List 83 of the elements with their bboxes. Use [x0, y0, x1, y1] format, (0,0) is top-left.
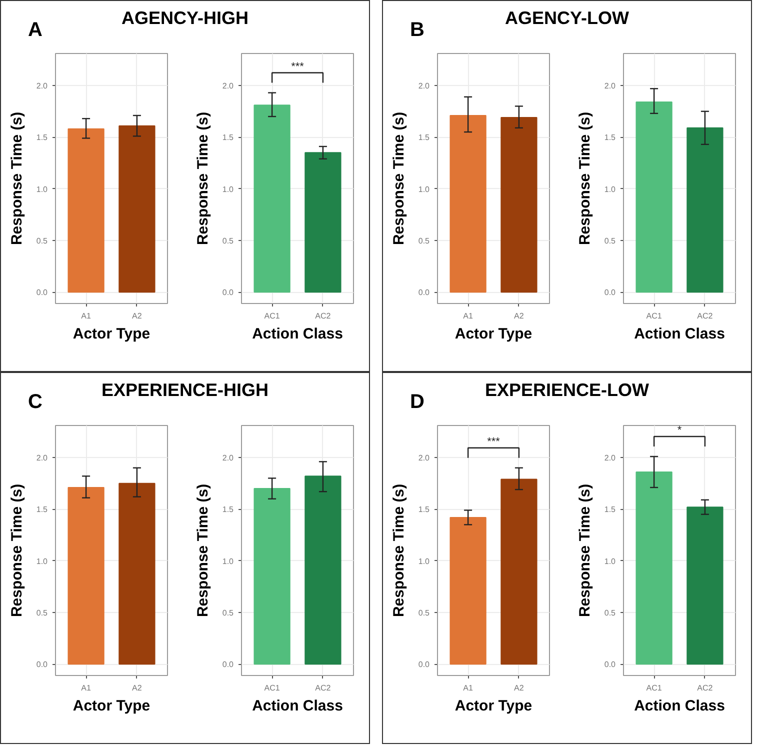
annotation: *** [487, 436, 501, 448]
y-axis-title: Response Time (s) [576, 484, 594, 618]
y-tick-label: 1.5 [604, 505, 616, 514]
y-axis-title: Response Time (s) [390, 484, 408, 618]
chart-title: AGENCY-HIGH [121, 8, 248, 28]
y-tick-label: 1.5 [36, 505, 48, 514]
x-axis-title: Actor Type [454, 698, 532, 714]
annotation: *** [291, 60, 305, 73]
x-axis-title: Actor Type [454, 326, 532, 342]
text: A [28, 18, 42, 43]
y-axis-title: Response Time (s) [576, 112, 594, 246]
y-tick-label: 0.0 [604, 660, 616, 670]
y-axis-title: Response Time (s) [194, 484, 212, 618]
x-tick-label: A2 [132, 684, 142, 692]
y-tick-label: 0.0 [418, 660, 430, 670]
y-axis-title: Response Time (s) [390, 112, 408, 246]
x-tick-label: AC1 [646, 684, 662, 692]
y-tick-label: 0.0 [36, 660, 48, 670]
x-tick-label: A1 [463, 684, 474, 692]
x-tick-label: A2 [132, 312, 142, 320]
y-tick-label: 1.5 [222, 133, 234, 142]
y-tick-label: 1.5 [604, 133, 616, 142]
y-tick-label: 0.5 [36, 608, 48, 618]
text: B [410, 18, 424, 43]
x-tick-label: A1 [81, 312, 92, 320]
x-tick-label: AC2 [697, 312, 714, 320]
x-tick-label: A2 [514, 684, 524, 692]
y-tick-label: 0.5 [604, 236, 616, 246]
x-axis-title: Action Class [252, 326, 343, 342]
y-tick-label: 0.0 [604, 288, 616, 298]
y-tick-label: 0.0 [36, 288, 48, 298]
y-tick-label: 1.0 [36, 556, 48, 566]
y-tick-label: 1.5 [418, 505, 430, 514]
y-axis-title: Response Time (s) [8, 112, 26, 246]
y-tick-label: 0.5 [418, 236, 430, 246]
y-axis-title: Response Time (s) [194, 112, 212, 246]
x-tick-label: AC1 [264, 312, 280, 320]
x-tick-label: A1 [463, 312, 474, 320]
y-tick-label: 0.5 [604, 608, 616, 618]
x-axis-title: Action Class [634, 326, 725, 342]
annotation: * [677, 424, 682, 436]
y-tick-label: 2.0 [222, 454, 234, 463]
y-tick-label: 2.0 [36, 82, 48, 91]
x-axis-title: Actor Type [72, 698, 150, 714]
text: C [28, 390, 42, 415]
y-tick-label: 0.5 [222, 608, 234, 618]
y-tick-label: 0.5 [222, 236, 234, 246]
y-tick-label: 2.0 [222, 82, 234, 91]
x-tick-label: AC1 [264, 684, 280, 692]
y-tick-label: 0.0 [222, 660, 234, 670]
y-tick-label: 1.0 [418, 184, 430, 194]
y-tick-label: 1.0 [222, 556, 234, 566]
y-tick-label: 1.0 [222, 184, 234, 194]
y-tick-label: 0.5 [418, 608, 430, 618]
text: D [410, 390, 424, 415]
y-tick-label: 0.0 [222, 288, 234, 298]
y-tick-label: 2.0 [418, 82, 430, 91]
y-tick-label: 1.5 [418, 133, 430, 142]
x-tick-label: AC2 [697, 684, 714, 692]
y-axis-title: Response Time (s) [8, 484, 26, 618]
x-tick-label: AC1 [646, 312, 662, 320]
x-axis-title: Action Class [634, 698, 725, 714]
x-tick-label: AC2 [315, 312, 332, 320]
chart-title: EXPERIENCE-LOW [484, 380, 649, 400]
x-axis-title: Action Class [252, 698, 343, 714]
chart-title: EXPERIENCE-HIGH [101, 380, 269, 400]
y-tick-label: 2.0 [604, 454, 616, 463]
x-axis-title: Actor Type [72, 326, 150, 342]
y-tick-label: 1.0 [604, 556, 616, 566]
x-tick-label: A2 [514, 312, 524, 320]
y-tick-label: 0.0 [418, 288, 430, 298]
chart-title: AGENCY-LOW [505, 8, 629, 28]
y-tick-label: 2.0 [36, 454, 48, 463]
y-tick-label: 1.5 [222, 505, 234, 514]
y-tick-label: 2.0 [418, 454, 430, 463]
y-tick-label: 0.5 [36, 236, 48, 246]
y-tick-label: 1.5 [36, 133, 48, 142]
y-tick-label: 1.0 [418, 556, 430, 566]
x-tick-label: A1 [81, 684, 92, 692]
y-tick-label: 1.0 [36, 184, 48, 194]
y-tick-label: 1.0 [604, 184, 616, 194]
x-tick-label: AC2 [315, 684, 332, 692]
y-tick-label: 2.0 [604, 82, 616, 91]
